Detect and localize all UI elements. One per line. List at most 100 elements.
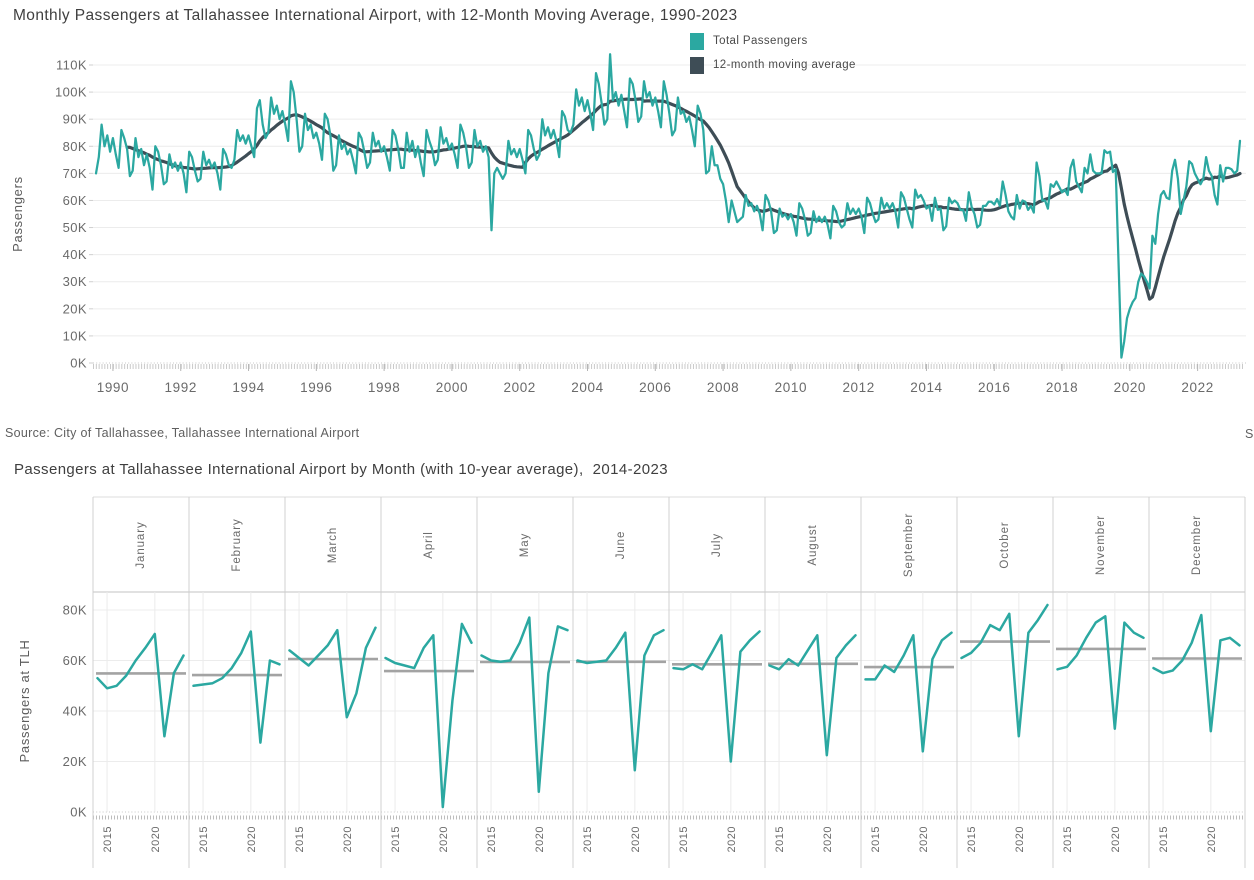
month-header-label: January (135, 521, 147, 568)
y-tick-label: 90K (63, 112, 87, 127)
y-tick-label: 40K (63, 704, 87, 719)
x-tick-label: 2020 (1114, 380, 1146, 395)
month-panel-june: June 2015 2020 (576, 531, 666, 852)
top-chart-title: Monthly Passengers at Tallahassee Intern… (13, 7, 738, 24)
month-trend-line[interactable] (768, 634, 857, 757)
y-tick-label: 0K (70, 356, 87, 371)
month-panel-september: September 2015 2020 (864, 513, 954, 852)
y-tick-label: 60K (63, 653, 87, 668)
year-tick-label: 2020 (726, 826, 738, 852)
year-tick-label: 2020 (918, 826, 930, 852)
x-tick-label: 1994 (232, 380, 264, 395)
x-tick-label: 2016 (978, 380, 1010, 395)
y-tick-label: 70K (63, 166, 87, 181)
legend-item-total-passengers[interactable]: Total Passengers (690, 29, 856, 53)
month-header-label: June (615, 531, 627, 560)
year-tick-label: 2015 (390, 826, 402, 852)
month-header-label: February (231, 518, 243, 571)
total-passengers-line[interactable] (94, 53, 1242, 359)
year-tick-label: 2015 (1062, 826, 1074, 852)
y-axis-title: Passengers at TLH (17, 640, 32, 763)
x-tick-label: 2000 (436, 380, 468, 395)
month-header-label: October (999, 521, 1011, 568)
month-panel-july: July 2015 2020 (672, 533, 762, 852)
top-chart-legend: Total Passengers 12-month moving average (690, 29, 856, 77)
y-tick-label: 80K (63, 139, 87, 154)
total-passengers-swatch-icon (690, 32, 704, 50)
year-tick-label: 2015 (294, 826, 306, 852)
bottom-chart: 0K 20K 40K 60K 80K Passengers at TLH January 20… (17, 496, 1246, 868)
month-trend-line[interactable] (864, 631, 953, 753)
month-header-label: July (711, 533, 723, 557)
year-tick-label: 2015 (678, 826, 690, 852)
y-tick-label: 50K (63, 220, 87, 235)
legend-item-moving-average[interactable]: 12-month moving average (690, 53, 856, 77)
y-tick-label: 10K (63, 328, 87, 343)
x-tick-label: 2006 (639, 380, 671, 395)
month-trend-line[interactable] (1056, 615, 1145, 730)
year-tick-label: 2015 (102, 826, 114, 852)
x-tick-label: 2004 (571, 380, 603, 395)
month-panel-october: October 2015 2020 (960, 521, 1050, 852)
month-panel-december: December 2015 2020 (1152, 515, 1242, 852)
source-note: Source: City of Tallahassee, Tallahassee… (5, 426, 360, 440)
month-trend-line[interactable] (96, 632, 185, 738)
month-trend-line[interactable] (1152, 613, 1241, 733)
year-tick-label: 2020 (246, 826, 258, 852)
month-panel-may: May 2015 2020 (480, 533, 570, 852)
year-tick-label: 2015 (486, 826, 498, 852)
x-tick-label: 2014 (910, 380, 942, 395)
x-tick-label: 1990 (97, 380, 129, 395)
year-tick-label: 2020 (342, 826, 354, 852)
moving-average-swatch-icon (690, 56, 704, 74)
month-trend-line[interactable] (288, 626, 377, 719)
year-tick-label: 2020 (438, 826, 450, 852)
year-tick-label: 2015 (582, 826, 594, 852)
x-tick-label: 2018 (1046, 380, 1078, 395)
x-tick-label: 1992 (165, 380, 197, 395)
month-panel-november: November 2015 2020 (1056, 515, 1146, 852)
y-tick-label: 0K (70, 805, 87, 820)
month-trend-line[interactable] (576, 628, 665, 772)
y-tick-label: 20K (63, 301, 87, 316)
y-axis-title: Passengers (10, 176, 25, 252)
source-note-clipped: S (1245, 427, 1254, 441)
month-trend-line[interactable] (480, 616, 569, 794)
year-tick-label: 2020 (822, 826, 834, 852)
month-panel-march: March 2015 2020 (288, 527, 378, 852)
x-tick-label: 2002 (503, 380, 535, 395)
month-trend-line[interactable] (192, 630, 281, 744)
month-panel-august: August 2015 2020 (768, 524, 858, 852)
month-header-label: September (903, 513, 915, 577)
month-panel-january: January 2015 2020 (96, 521, 186, 852)
y-tick-label: 100K (55, 85, 87, 100)
month-header-label: March (327, 527, 339, 563)
bottom-chart-title: Passengers at Tallahassee International … (14, 461, 668, 478)
month-header-label: May (519, 533, 531, 557)
month-trend-line[interactable] (960, 603, 1049, 738)
y-tick-label: 80K (63, 603, 87, 618)
moving-average-line[interactable] (125, 97, 1242, 301)
year-tick-label: 2015 (774, 826, 786, 852)
month-trend-line[interactable] (672, 630, 761, 763)
y-tick-label: 20K (63, 754, 87, 769)
month-panel-april: April 2015 2020 (384, 531, 474, 852)
month-header-label: August (807, 524, 819, 565)
year-tick-label: 2015 (198, 826, 210, 852)
month-trend-line[interactable] (384, 622, 473, 809)
legend-label: Total Passengers (713, 35, 808, 47)
year-tick-label: 2020 (1014, 826, 1026, 852)
year-tick-label: 2015 (966, 826, 978, 852)
y-tick-label: 30K (63, 274, 87, 289)
x-tick-label: 2012 (842, 380, 874, 395)
year-tick-label: 2020 (534, 826, 546, 852)
year-tick-label: 2015 (1158, 826, 1170, 852)
y-tick-label: 110K (56, 58, 87, 73)
x-tick-label: 2008 (707, 380, 739, 395)
x-tick-label: 1998 (368, 380, 400, 395)
x-tick-label: 2010 (775, 380, 807, 395)
year-tick-label: 2020 (150, 826, 162, 852)
year-tick-label: 2020 (1206, 826, 1218, 852)
